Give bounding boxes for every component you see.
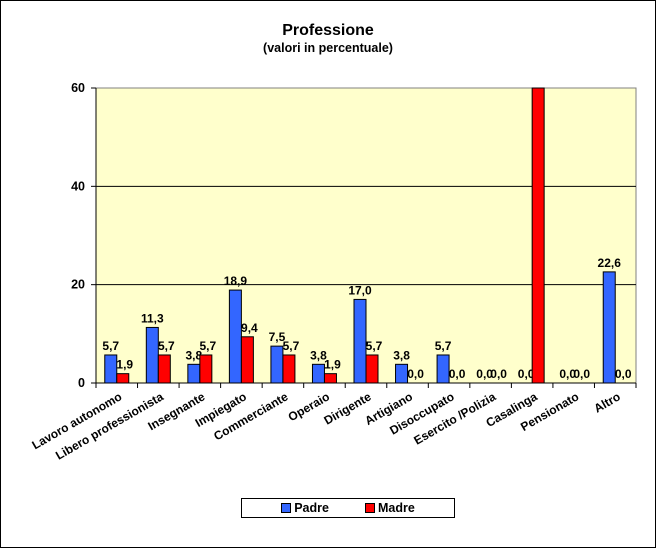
legend-swatch-padre — [281, 503, 292, 513]
bar-padre — [436, 354, 450, 384]
data-label-madre: 1,9 — [324, 358, 341, 372]
bar-madre — [531, 87, 545, 384]
data-label-padre: 0,0 — [518, 367, 535, 381]
data-label-padre: 22,6 — [598, 256, 622, 270]
data-label-padre: 5,7 — [102, 339, 119, 353]
legend-label-padre: Padre — [294, 501, 329, 515]
data-label-madre: 5,7 — [158, 339, 175, 353]
data-label-madre: 0,0 — [615, 367, 632, 381]
data-label-padre: 17,0 — [348, 283, 372, 297]
y-tick-label: 60 — [71, 81, 85, 95]
data-label-madre: 0,0 — [490, 367, 507, 381]
data-label-madre: 0,0 — [573, 367, 590, 381]
y-tick-label: 20 — [71, 278, 85, 292]
legend-swatch-madre — [364, 503, 375, 513]
data-label-madre: 5,7 — [283, 339, 300, 353]
bar-padre — [353, 298, 367, 384]
bar-madre — [323, 373, 337, 384]
data-label-padre: 3,8 — [393, 348, 410, 362]
data-label-padre: 18,9 — [224, 274, 248, 288]
bar-padre — [311, 363, 325, 384]
bar-madre — [282, 354, 296, 384]
legend: Padre Madre — [241, 498, 455, 518]
data-label-padre: 11,3 — [141, 311, 164, 325]
bar-padre — [145, 326, 159, 384]
x-category-label: Altro — [591, 389, 622, 415]
bar-padre — [395, 363, 409, 384]
chart-title: Professione — [282, 22, 374, 39]
bar-padre — [104, 354, 118, 384]
data-label-madre: 1,9 — [116, 358, 133, 372]
y-tick-label: 0 — [78, 376, 85, 390]
data-label-madre: 9,4 — [241, 321, 258, 335]
data-label-padre: 0,0 — [559, 367, 576, 381]
bar-madre — [240, 336, 254, 384]
data-label-madre: 5,7 — [200, 339, 217, 353]
data-label-padre: 0,0 — [476, 367, 493, 381]
legend-item-padre: Padre — [281, 501, 329, 515]
bar-madre — [199, 354, 213, 384]
data-label-padre: 3,8 — [310, 348, 327, 362]
bar-padre — [187, 363, 201, 384]
bar-madre — [116, 373, 130, 384]
bar-madre — [157, 354, 171, 384]
y-tick-label: 40 — [71, 179, 85, 193]
data-label-madre: 5,7 — [366, 339, 383, 353]
bar-padre — [228, 289, 242, 384]
data-label-madre: 0,0 — [407, 367, 424, 381]
legend-item-madre: Madre — [364, 501, 415, 515]
data-label-padre: 3,8 — [186, 348, 203, 362]
bar-madre — [365, 354, 379, 384]
data-label-padre: 5,7 — [435, 339, 452, 353]
data-label-padre: 7,5 — [269, 330, 286, 344]
chart-subtitle: (valori in percentuale) — [263, 41, 393, 55]
bar-padre — [602, 271, 616, 384]
bar-padre — [270, 345, 284, 384]
data-label-madre: 0,0 — [449, 367, 466, 381]
legend-label-madre: Madre — [377, 501, 415, 515]
